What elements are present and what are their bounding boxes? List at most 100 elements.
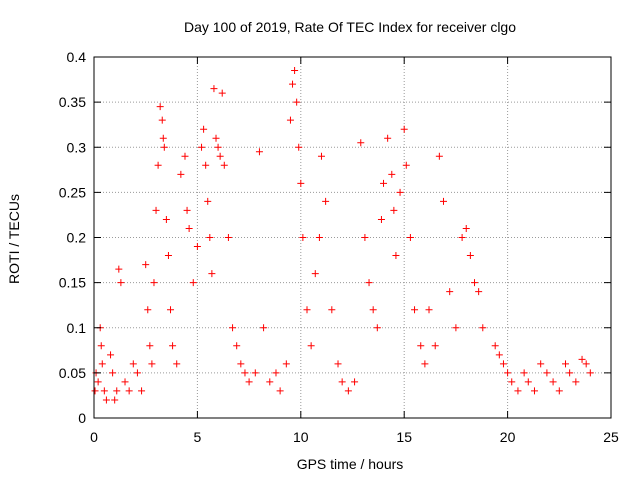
data-point: [183, 206, 191, 214]
chart-title: Day 100 of 2019, Rate Of TEC Index for r…: [184, 19, 516, 35]
data-point: [125, 387, 133, 395]
data-point: [311, 270, 319, 278]
data-point: [94, 378, 102, 386]
data-point: [144, 306, 152, 314]
data-point: [224, 234, 232, 241]
data-point: [369, 306, 377, 314]
data-point: [322, 197, 330, 205]
y-tick-label: 0.4: [67, 49, 87, 65]
data-point: [169, 342, 177, 350]
y-tick-label: 0.2: [67, 230, 87, 246]
data-point: [150, 279, 158, 287]
data-point: [392, 252, 400, 260]
data-point: [365, 279, 373, 287]
data-point: [466, 252, 474, 260]
data-point: [344, 387, 352, 395]
data-point: [524, 378, 532, 386]
data-point: [202, 161, 210, 169]
data-point: [218, 89, 226, 97]
y-tick-label: 0.3: [67, 139, 87, 155]
data-point: [338, 378, 346, 386]
data-point: [417, 342, 425, 350]
data-point: [328, 306, 336, 314]
x-tick-label: 5: [194, 429, 202, 445]
data-point: [276, 387, 284, 395]
data-point: [286, 116, 294, 124]
data-point: [177, 170, 185, 178]
data-point: [129, 360, 137, 368]
x-tick-label: 20: [500, 429, 516, 445]
data-point: [102, 396, 110, 404]
data-point: [317, 152, 325, 160]
data-point: [210, 85, 218, 93]
y-tick-label: 0.25: [59, 184, 86, 200]
data-point: [291, 67, 299, 75]
data-point: [164, 252, 172, 260]
data-point: [425, 306, 433, 314]
data-point: [237, 360, 245, 368]
data-point: [572, 378, 580, 386]
data-point: [158, 116, 166, 124]
data-point: [307, 342, 315, 350]
data-point: [152, 206, 160, 214]
data-point: [159, 134, 167, 142]
data-point: [121, 378, 129, 386]
data-point: [111, 396, 119, 404]
y-axis-label: ROTI / TECUs: [6, 194, 22, 284]
data-point: [97, 342, 105, 350]
data-point: [388, 170, 396, 178]
data-point: [537, 360, 545, 368]
data-point: [185, 224, 193, 232]
data-point: [162, 215, 170, 223]
data-point: [251, 369, 259, 377]
data-point: [181, 152, 189, 160]
data-point: [115, 265, 123, 273]
data-point: [504, 369, 512, 377]
axis-ticks: 0 0.05 0.1 0.15 0.2 0.25 0.3 0.35 0.4 0 5 10 15 20 25: [59, 49, 619, 445]
data-point: [479, 324, 487, 332]
data-point: [439, 197, 447, 205]
data-point: [216, 152, 224, 160]
x-tick-label: 0: [90, 429, 98, 445]
data-point: [138, 387, 146, 395]
data-point: [351, 378, 359, 386]
data-point: [167, 306, 175, 314]
data-point: [530, 387, 538, 395]
data-points: [91, 67, 594, 404]
data-point: [578, 355, 586, 363]
data-point: [289, 80, 297, 88]
data-point: [380, 179, 388, 187]
data-point: [91, 387, 99, 395]
data-point: [495, 351, 503, 359]
data-point: [148, 360, 156, 368]
data-point: [198, 143, 206, 151]
data-point: [508, 378, 516, 386]
data-point: [142, 261, 150, 269]
data-point: [98, 360, 106, 368]
data-point: [406, 234, 414, 241]
data-point: [458, 234, 466, 241]
data-point: [475, 288, 483, 296]
data-point: [193, 243, 201, 251]
data-point: [361, 234, 369, 241]
data-point: [315, 234, 323, 241]
data-point: [295, 143, 303, 151]
data-point: [160, 143, 168, 151]
data-point: [431, 342, 439, 350]
data-point: [384, 134, 392, 142]
data-point: [220, 161, 228, 169]
data-point: [204, 197, 212, 205]
data-point: [555, 387, 563, 395]
y-tick-label: 0: [78, 410, 86, 426]
y-tick-label: 0.05: [59, 365, 86, 381]
data-point: [471, 279, 479, 287]
y-tick-label: 0.15: [59, 275, 86, 291]
data-point: [282, 360, 290, 368]
data-point: [446, 288, 454, 296]
data-point: [543, 369, 551, 377]
data-point: [208, 270, 216, 278]
data-point: [245, 378, 253, 386]
data-point: [499, 360, 507, 368]
data-point: [117, 279, 125, 287]
data-point: [189, 279, 197, 287]
